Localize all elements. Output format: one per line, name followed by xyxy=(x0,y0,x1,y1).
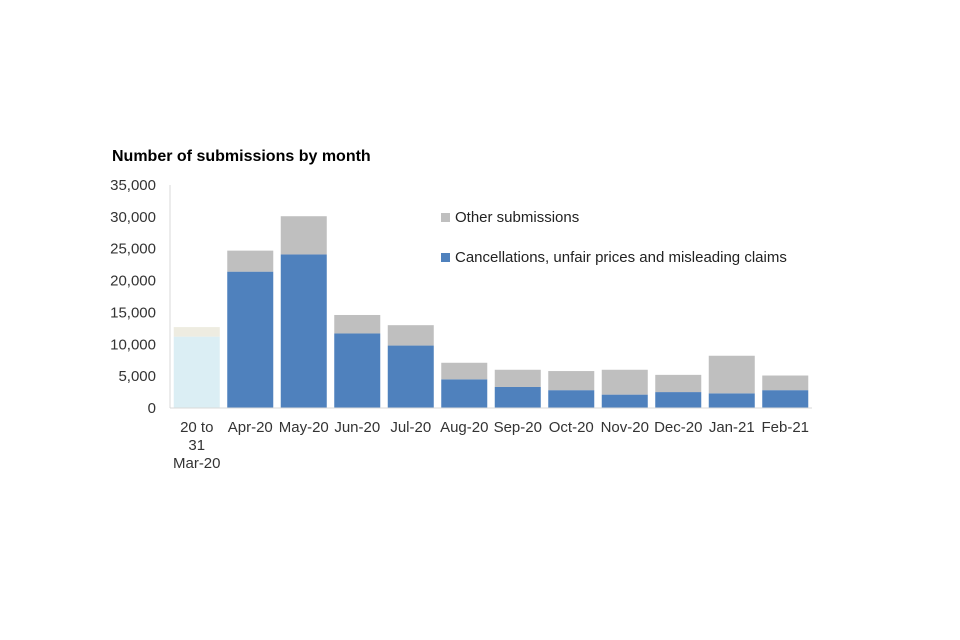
bar-cancellations xyxy=(173,336,220,408)
bar-other xyxy=(441,362,488,380)
x-tick-label: Oct-20 xyxy=(549,419,594,436)
legend-swatch-cancellations xyxy=(441,253,450,262)
y-tick-label: 0 xyxy=(148,400,156,417)
y-tick-label: 15,000 xyxy=(110,304,156,321)
bar-other xyxy=(280,216,327,255)
y-tick-label: 20,000 xyxy=(110,273,156,290)
x-tick-label: Nov-20 xyxy=(601,419,649,436)
bar-cancellations xyxy=(601,394,648,408)
x-tick-label: Apr-20 xyxy=(228,419,273,436)
y-tick-label: 10,000 xyxy=(110,336,156,353)
bar-other xyxy=(548,371,595,391)
bar-cancellations xyxy=(655,392,702,408)
legend-item-cancellations: Cancellations, unfair prices and mislead… xyxy=(441,249,787,266)
bar-cancellations xyxy=(387,345,434,408)
bar-cancellations xyxy=(708,393,755,408)
x-tick-label: Dec-20 xyxy=(654,419,702,436)
bar-other xyxy=(173,327,220,337)
bars xyxy=(173,216,809,408)
bar-cancellations xyxy=(548,390,595,408)
x-tick-label: Aug-20 xyxy=(440,419,488,436)
legend-swatch-other xyxy=(441,213,450,222)
x-tick-label: May-20 xyxy=(279,419,329,436)
bar-cancellations xyxy=(334,333,381,408)
bar-cancellations xyxy=(227,271,274,408)
x-axis: 20 to 31 Mar-20 Apr-20 May-20 Jun-20 Jul-20 Aug… xyxy=(170,407,812,472)
y-tick-label: 25,000 xyxy=(110,241,156,258)
x-tick-label: Sep-20 xyxy=(494,419,542,436)
bar-cancellations xyxy=(762,390,809,408)
y-tick-label: 30,000 xyxy=(110,209,156,226)
legend-label-cancellations: Cancellations, unfair prices and mislead… xyxy=(455,249,787,266)
bar-other xyxy=(334,314,381,334)
bar-cancellations xyxy=(441,379,488,408)
x-tick-label: Jan-21 xyxy=(709,419,755,436)
bar-cancellations xyxy=(280,254,327,408)
bar-other xyxy=(494,369,541,387)
bar-other xyxy=(387,325,434,346)
legend-item-other: Other submissions xyxy=(441,209,579,226)
chart-title: Number of submissions by month xyxy=(112,148,371,165)
x-tick-label: 20 to 31 Mar-20 xyxy=(173,419,221,472)
x-tick-label: Jun-20 xyxy=(334,419,380,436)
x-tick-label: Jul-20 xyxy=(390,419,431,436)
y-tick-label: 5,000 xyxy=(118,368,156,385)
bar-cancellations xyxy=(494,386,541,408)
y-axis: 0 5,000 10,000 15,000 20,000 25,000 30,000 35,0… xyxy=(110,177,171,417)
bar-other xyxy=(655,374,702,393)
bar-other xyxy=(601,369,648,395)
x-tick-label: Feb-21 xyxy=(761,419,809,436)
legend-label-other: Other submissions xyxy=(455,209,580,226)
bar-other xyxy=(708,355,755,394)
y-tick-label: 35,000 xyxy=(110,177,156,194)
bar-other xyxy=(762,375,809,391)
bar-other xyxy=(227,250,274,272)
